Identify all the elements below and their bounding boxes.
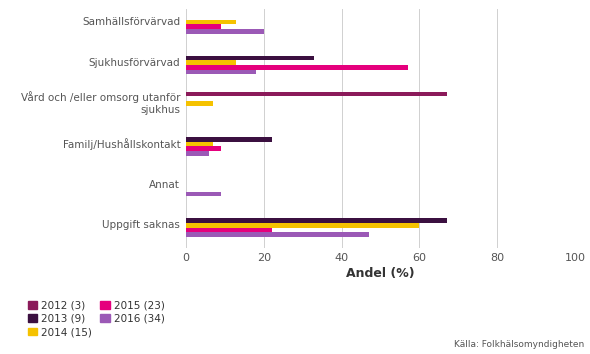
Bar xyxy=(186,192,221,196)
Bar xyxy=(186,24,221,29)
X-axis label: Andel (%): Andel (%) xyxy=(346,267,415,280)
Bar xyxy=(186,142,213,146)
Bar xyxy=(186,137,271,142)
Bar xyxy=(186,65,408,69)
Bar xyxy=(186,223,419,228)
Bar xyxy=(186,61,237,65)
Bar xyxy=(186,147,221,151)
Bar xyxy=(186,228,271,232)
Legend: 2012 (3), 2013 (9), 2014 (15), 2015 (23), 2016 (34): 2012 (3), 2013 (9), 2014 (15), 2015 (23)… xyxy=(28,301,165,337)
Bar xyxy=(186,56,314,60)
Bar xyxy=(186,151,209,155)
Bar xyxy=(186,92,447,96)
Text: Källa: Folkhälsomyndigheten: Källa: Folkhälsomyndigheten xyxy=(454,340,584,349)
Bar xyxy=(186,29,264,34)
Bar xyxy=(186,20,237,24)
Bar xyxy=(186,218,447,223)
Bar xyxy=(186,101,213,105)
Bar xyxy=(186,70,256,74)
Bar xyxy=(186,233,369,237)
